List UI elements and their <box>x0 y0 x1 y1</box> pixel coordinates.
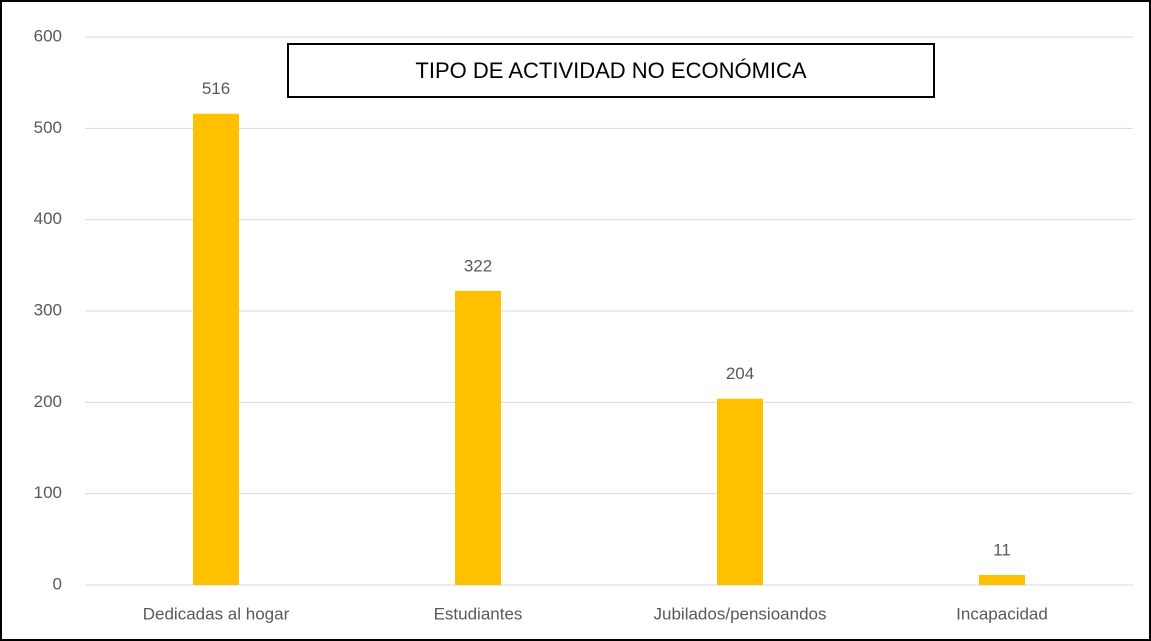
y-tick-label: 500 <box>34 118 62 137</box>
x-tick-label: Jubilados/pensioandos <box>654 604 827 623</box>
bar <box>455 290 501 585</box>
bar <box>193 113 239 585</box>
y-tick-label: 200 <box>34 392 62 411</box>
title-box <box>287 43 935 98</box>
value-label: 204 <box>726 364 754 383</box>
y-tick-label: 400 <box>34 209 62 228</box>
value-label: 516 <box>202 79 230 98</box>
value-label: 322 <box>464 256 492 275</box>
chart-title: TIPO DE ACTIVIDAD NO ECONÓMICA <box>415 58 806 83</box>
value-label: 11 <box>993 540 1011 559</box>
x-tick-label: Dedicadas al hogar <box>143 604 290 623</box>
x-tick-label: Estudiantes <box>434 604 523 623</box>
plot-area: 0 100 200 300 400 500 600 Dedicadas al hogar 516… <box>34 26 1133 623</box>
y-tick-label: 300 <box>34 300 62 319</box>
y-tick-label: 0 <box>53 574 62 593</box>
x-tick-label: Incapacidad <box>956 604 1048 623</box>
bar <box>979 574 1025 585</box>
bar <box>717 398 763 585</box>
y-tick-label: 100 <box>34 483 62 502</box>
y-tick-label: 600 <box>34 26 62 45</box>
